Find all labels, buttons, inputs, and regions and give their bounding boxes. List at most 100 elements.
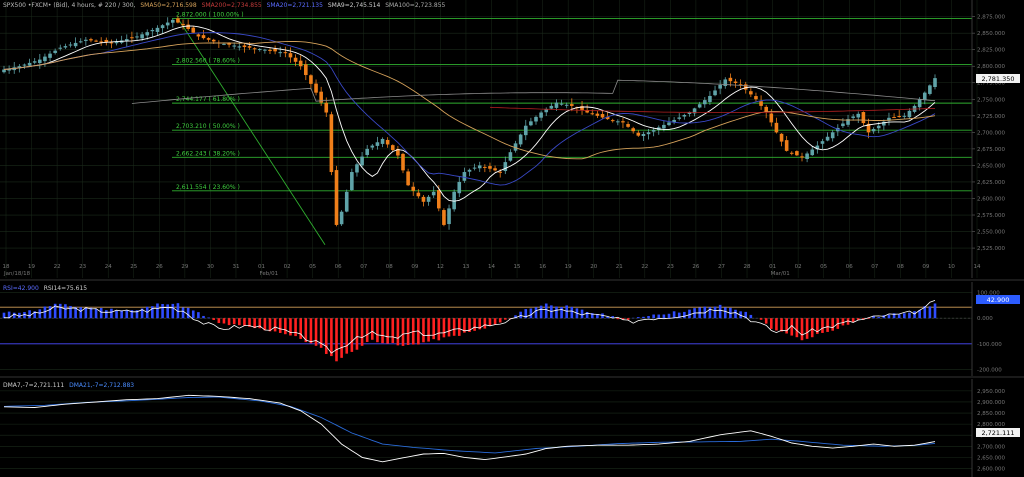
candle-body [7, 68, 11, 71]
price-tick-label: 2,850.000 [977, 31, 1005, 37]
candle-body [344, 191, 349, 212]
price-x-tick-label: 19 [565, 264, 572, 270]
oscillator-panel[interactable]: -200.000 -100.000 0.000 100.000 RSI=42.900 … [0, 282, 1020, 376]
candle-body [861, 112, 866, 124]
price-x-tick-label: 16 [539, 264, 546, 270]
histogram-bar [386, 318, 389, 344]
candle-body [662, 124, 666, 129]
histogram-bar [887, 314, 891, 319]
histogram-bar [284, 318, 287, 335]
histogram-bar [360, 318, 364, 346]
histogram-bar [309, 318, 313, 344]
histogram-bar [110, 308, 113, 319]
histogram-bar [64, 304, 67, 319]
candle-body [784, 140, 789, 151]
histogram-bar [846, 318, 850, 325]
candle-body [140, 34, 144, 39]
histogram-bar [923, 306, 927, 319]
candle-body [17, 66, 22, 68]
candle-body [902, 115, 907, 117]
histogram-bar [238, 318, 241, 326]
histogram-bar [570, 306, 574, 319]
candle-body [846, 119, 850, 125]
histogram-bar [156, 303, 159, 319]
histogram-bar [493, 318, 497, 325]
histogram-bar [642, 316, 645, 319]
candle-body [452, 191, 456, 210]
dma-tick-label: 2,950.000 [977, 389, 1005, 395]
price-x-tick-label: 21 [616, 264, 623, 270]
candle-body [442, 210, 446, 225]
histogram-bar [856, 318, 860, 321]
histogram-bar [350, 318, 354, 352]
candle-body [298, 60, 303, 67]
candle-body [124, 39, 129, 42]
candle-body [186, 24, 190, 29]
candle-body [211, 39, 216, 42]
histogram-bar [780, 318, 783, 332]
candle-body [38, 59, 42, 64]
price-x-tick-label: 22 [54, 264, 61, 270]
histogram-bar [519, 311, 522, 319]
histogram-bar [140, 308, 144, 319]
histogram-bar [672, 311, 676, 319]
histogram-bar [616, 318, 620, 320]
candle-body [503, 162, 508, 172]
candle-body [416, 192, 421, 197]
candle-body [626, 124, 630, 127]
histogram-bar [58, 303, 62, 319]
candle-body [779, 133, 784, 142]
candle-body [437, 190, 441, 209]
price-x-tick-label: 06 [335, 264, 342, 270]
histogram-bar [120, 310, 123, 319]
histogram-bar [918, 309, 921, 319]
candle-body [723, 79, 728, 87]
histogram-bar [800, 318, 804, 341]
histogram-bar [744, 311, 748, 319]
histogram-bar [596, 314, 599, 319]
header-symbol: SPX500 •FXCM• (Bid), 4 hours, # 220 / 30… [3, 2, 136, 9]
histogram-bar [447, 318, 451, 337]
histogram-bar [12, 312, 16, 319]
candle-body [32, 61, 37, 63]
candle-body [160, 25, 165, 29]
candle-body [355, 164, 359, 173]
price-x-tick-label: 06 [846, 264, 853, 270]
candle-body [708, 95, 712, 103]
histogram-bar [626, 318, 630, 320]
price-candles[interactable] [2, 16, 937, 230]
candle-body [155, 27, 160, 32]
header-sma9: SMA9=2,745.514 [328, 2, 381, 9]
dma7-line [3, 394, 936, 463]
candle-body [570, 104, 574, 106]
candle-body [334, 170, 339, 225]
histogram-bar [524, 309, 528, 319]
price-panel[interactable]: 2,872.000 ( 100.00% ) 2,802.560 ( 78.60% … [0, 0, 1020, 278]
candle-body [841, 123, 845, 127]
candle-body [462, 172, 467, 181]
price-x-tick-label: 26 [692, 264, 699, 270]
dma-tick-label: 2,650.000 [977, 455, 1005, 461]
candle-body [508, 152, 513, 161]
candle-body [483, 166, 487, 168]
candle-body [928, 85, 932, 94]
price-month-label: Feb/01 [260, 271, 279, 277]
candle-body [457, 181, 462, 194]
histogram-bar [739, 311, 742, 319]
dma-panel[interactable]: 2,600.0002,650.0002,700.0002,750.0002,80… [0, 379, 1020, 477]
price-x-tick-label: 07 [360, 264, 367, 270]
histogram-bar [816, 318, 819, 334]
sma20-line [3, 32, 936, 186]
candle-body [222, 43, 226, 45]
histogram-bar [89, 307, 93, 319]
histogram-bar [202, 315, 205, 319]
candle-body [431, 191, 436, 196]
price-x-tick-label: 13 [462, 264, 469, 270]
candle-body [616, 121, 620, 123]
price-x-tick-label: 10 [948, 264, 955, 270]
histogram-bar [452, 318, 456, 336]
histogram-bar [253, 318, 256, 329]
histogram-bar [268, 318, 272, 332]
histogram-bar [151, 306, 154, 319]
